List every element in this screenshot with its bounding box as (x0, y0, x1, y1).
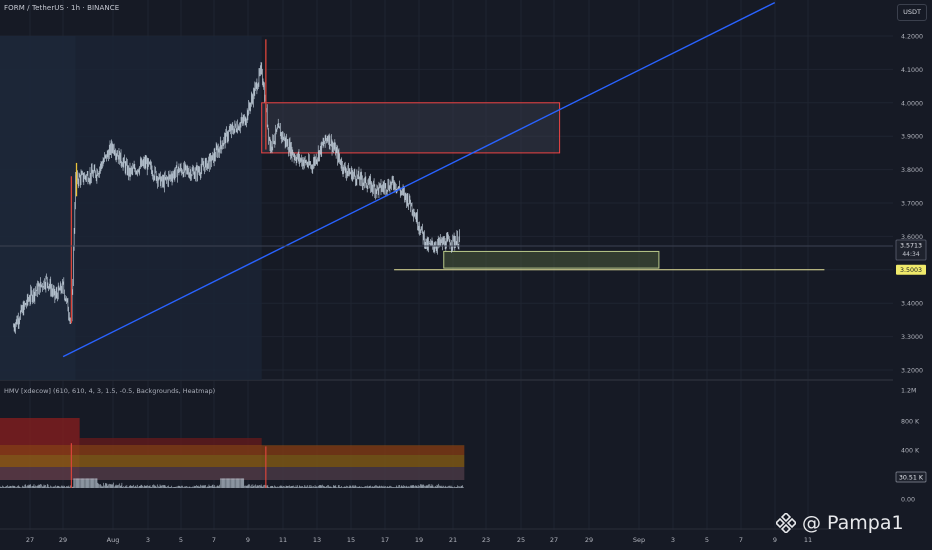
y-tick-label: 4.1000 (901, 67, 923, 74)
indicator-label[interactable]: HMV [xdecow] (610, 610, 4, 3, 1.5, -0.5,… (4, 387, 216, 395)
price-markers: 3.5713 44:34 3.5003 30.51 K (895, 239, 927, 483)
x-tick-label: 25 (517, 536, 525, 544)
drawn-lines[interactable] (0, 1, 893, 358)
marked-level-tag (896, 264, 926, 275)
trendline[interactable] (62, 1, 776, 358)
volume-value-tag (895, 471, 927, 483)
y-tick-label: 4.0000 (901, 100, 923, 107)
marked-level-value: 3.5003 (900, 267, 922, 274)
y-tick-label: 3.6000 (901, 234, 923, 241)
support-zone[interactable] (443, 250, 660, 269)
x-tick-label: 17 (381, 536, 389, 544)
x-tick-label: 15 (347, 536, 355, 544)
x-tick-label: 9 (246, 536, 250, 544)
x-tick-label: 5 (179, 536, 183, 544)
x-tick-label: 9 (773, 536, 777, 544)
heatmap-band (0, 455, 465, 467)
symbol-title[interactable]: FORM / TetherUS · 1h · BINANCE (4, 4, 120, 12)
volume-tick-label: 400 K (901, 448, 920, 455)
y-tick-label: 3.9000 (901, 134, 923, 141)
x-tick-label: 13 (313, 536, 321, 544)
binance-logo-icon (776, 513, 796, 533)
x-tick-label: 29 (59, 536, 67, 544)
x-tick-label: 11 (804, 536, 812, 544)
x-tick-label: 27 (26, 536, 34, 544)
y-tick-label: 3.8000 (901, 167, 923, 174)
zones (261, 102, 660, 269)
volume-tick-label: 800 K (901, 419, 920, 426)
current-price-value: 3.5713 (900, 242, 922, 249)
x-tick-label: 3 (671, 536, 675, 544)
background-shading (0, 36, 262, 380)
x-tick-label: 27 (550, 536, 558, 544)
y-tick-label: 3.3000 (901, 334, 923, 341)
shade-region (0, 36, 76, 380)
x-tick-label: Sep (633, 536, 645, 544)
y-tick-label: 4.2000 (901, 34, 923, 41)
volume-tick-label: 1.2M (901, 388, 916, 395)
volume-heatmap (0, 418, 465, 480)
x-tick-label: 5 (705, 536, 709, 544)
current-price-tag (895, 239, 927, 261)
heatmap-band (0, 445, 465, 455)
volume-current-value: 30.51 K (899, 475, 924, 482)
x-axis-ticks: 27 29 Aug 3 5 7 9 11 13 15 17 19 21 23 25 27 29 Sep 3 5 7 9 11 (26, 536, 812, 544)
heatmap-band (0, 467, 465, 480)
resistance-zone[interactable] (261, 102, 561, 154)
y-tick-label: 3.2000 (901, 368, 923, 375)
y-tick-label: 3.4000 (901, 301, 923, 308)
x-tick-label: 11 (279, 536, 287, 544)
candles (13, 39, 460, 334)
volume-tick-label: 0.00 (901, 497, 915, 504)
candle-countdown: 44:34 (902, 251, 919, 258)
watermark-text: @ Pampa1 (802, 512, 904, 534)
volume-bars (0, 443, 464, 488)
x-tick-label: 19 (415, 536, 423, 544)
x-tick-label: 3 (146, 536, 150, 544)
x-tick-label: 23 (482, 536, 490, 544)
x-tick-label: Aug (107, 536, 120, 544)
y-tick-label: 3.7000 (901, 201, 923, 208)
x-tick-label: 7 (212, 536, 216, 544)
x-tick-label: 29 (585, 536, 593, 544)
x-tick-label: 21 (449, 536, 457, 544)
x-tick-label: 7 (739, 536, 743, 544)
watermark: @ Pampa1 (776, 512, 904, 534)
currency-button[interactable]: USDT (897, 4, 927, 21)
